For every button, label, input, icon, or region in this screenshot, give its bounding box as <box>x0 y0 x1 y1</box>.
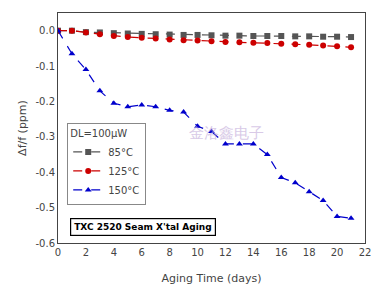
svg-text:18: 18 <box>303 247 316 258</box>
svg-text:85°C: 85°C <box>108 147 133 158</box>
svg-text:-0.3: -0.3 <box>35 131 55 142</box>
svg-text:14: 14 <box>247 247 260 258</box>
svg-text:8: 8 <box>166 247 172 258</box>
svg-text:125°C: 125°C <box>108 166 139 177</box>
svg-text:12: 12 <box>219 247 232 258</box>
svg-text:16: 16 <box>275 247 288 258</box>
svg-text:0.0: 0.0 <box>39 25 55 36</box>
svg-text:Aging Time (days): Aging Time (days) <box>162 272 262 285</box>
svg-text:-0.5: -0.5 <box>35 202 55 213</box>
svg-text:金洛鑫电子: 金洛鑫电子 <box>189 124 264 142</box>
svg-text:-0.2: -0.2 <box>35 96 55 107</box>
svg-text:-0.6: -0.6 <box>35 238 55 249</box>
svg-text:TXC 2520 Seam X'tal Aging: TXC 2520 Seam X'tal Aging <box>74 222 211 232</box>
svg-text:22: 22 <box>359 247 372 258</box>
svg-text:20: 20 <box>331 247 344 258</box>
svg-text:150°C: 150°C <box>108 185 139 196</box>
svg-text:-0.1: -0.1 <box>35 61 55 72</box>
svg-text:4: 4 <box>111 247 117 258</box>
svg-text:6: 6 <box>139 247 145 258</box>
svg-text:10: 10 <box>191 247 204 258</box>
svg-text:-0.4: -0.4 <box>35 167 55 178</box>
svg-text:DL=100μW: DL=100μW <box>70 128 127 139</box>
svg-text:0: 0 <box>55 247 61 258</box>
svg-text:2: 2 <box>83 247 89 258</box>
svg-text:Δf/f (ppm): Δf/f (ppm) <box>16 100 29 156</box>
